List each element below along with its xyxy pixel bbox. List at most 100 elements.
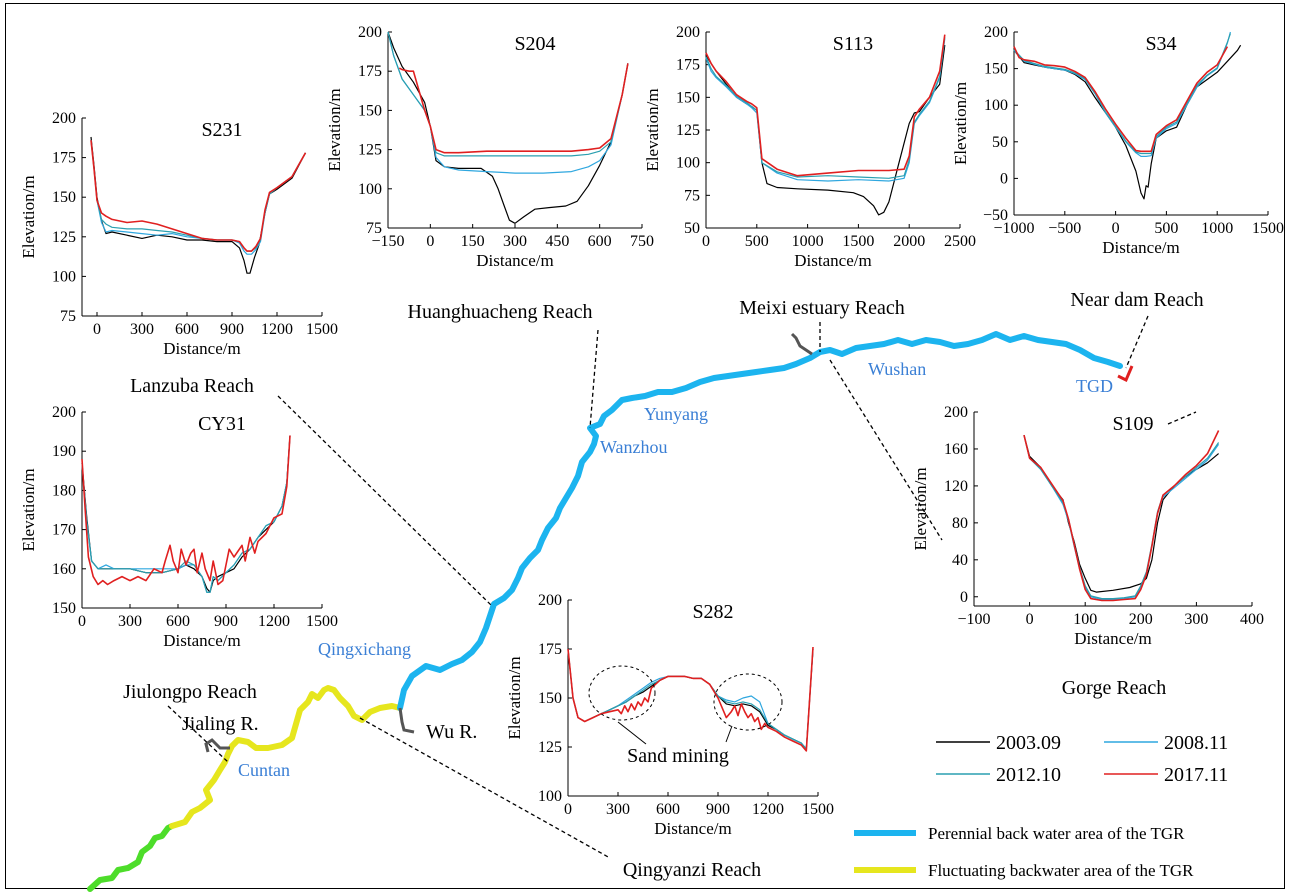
place-tgd: TGD: [1076, 376, 1113, 396]
chart-cy31: 0 300 600 900 1200 1500 150 160 170 180 190 200 CY31…: [19, 404, 338, 650]
series-2012.10: [567, 648, 814, 750]
y-tick-label: 50: [684, 220, 700, 237]
y-tick-label: 150: [676, 89, 700, 106]
series-2012.10: [387, 31, 629, 157]
tributary-jialing: [204, 738, 230, 753]
legend-label: 2008.11: [1164, 732, 1228, 754]
x-tick-label: 0: [564, 801, 572, 818]
x-tick-label: 900: [706, 801, 730, 818]
x-axis-label: Distance/m: [476, 251, 553, 270]
x-tick-label: 300: [606, 801, 630, 818]
x-tick-label: 300: [130, 321, 154, 338]
river-fluctuating-segment: [169, 685, 403, 829]
y-tick-label: 150: [52, 189, 76, 206]
legend-area-perennial: Perennial back water area of the TGR: [854, 824, 1185, 843]
reach-jiulongpo: Jiulongpo Reach: [123, 681, 257, 703]
series-2017.11: [567, 646, 814, 752]
y-tick-label: 190: [52, 443, 76, 460]
chart-title: S109: [1112, 413, 1153, 435]
y-tick-label: 75: [60, 308, 76, 325]
sand-mining-circle-left: [588, 665, 656, 721]
series-2008.11: [567, 648, 814, 750]
sand-mining-annotation: Sand mining: [588, 665, 783, 767]
legend-area-label: Perennial back water area of the TGR: [928, 824, 1185, 843]
chart-title: S231: [201, 119, 242, 141]
place-jialing: Jialing R.: [182, 713, 259, 735]
x-tick-label: 900: [214, 613, 238, 630]
y-tick-label: −50: [983, 207, 1008, 224]
x-tick-label: 450: [545, 233, 569, 250]
y-tick-label: 120: [944, 478, 968, 495]
y-tick-label: 150: [52, 600, 76, 617]
chart-title: S34: [1145, 33, 1176, 55]
x-tick-label: 500: [745, 233, 769, 250]
x-axis-label: Distance/m: [794, 251, 871, 270]
leader-gorge: [829, 359, 943, 541]
x-tick-label: 750: [630, 233, 654, 250]
y-axis-label: Elevation/m: [951, 82, 970, 165]
reach-qingyanzi: Qingyanzi Reach: [623, 859, 761, 881]
x-tick-label: −150: [371, 233, 404, 250]
place-wu: Wu R.: [426, 721, 477, 743]
y-axis-label: Elevation/m: [19, 468, 38, 551]
river-perennial-segment: [397, 331, 1123, 711]
y-tick-label: 150: [984, 61, 1008, 78]
chart-title: CY31: [198, 413, 246, 435]
x-tick-label: 1200: [752, 801, 784, 818]
x-tick-label: 400: [1240, 611, 1264, 628]
y-tick-label: 100: [358, 181, 382, 198]
x-tick-label: 1500: [306, 613, 338, 630]
x-tick-label: 600: [175, 321, 199, 338]
x-axis-label: Distance/m: [163, 631, 240, 650]
x-tick-label: 1500: [1252, 220, 1284, 237]
leader-gorge-tail: [1167, 411, 1197, 425]
x-tick-label: −500: [1048, 220, 1081, 237]
x-tick-label: 1200: [261, 321, 293, 338]
reach-lanzuba: Lanzuba Reach: [130, 375, 254, 397]
legend-label: 2003.09: [996, 732, 1061, 754]
y-axis-label: Elevation/m: [911, 467, 930, 550]
y-tick-label: 100: [52, 268, 76, 285]
y-tick-label: 180: [52, 482, 76, 499]
legend-year-2003: 2003.09: [936, 732, 1061, 754]
legend-year-2017: 2017.11: [1104, 764, 1228, 786]
series-2017.11: [1013, 46, 1229, 153]
series-2012.10: [1023, 434, 1220, 600]
y-tick-label: 175: [52, 150, 76, 167]
y-tick-label: 170: [52, 522, 76, 539]
x-tick-label: 1500: [842, 233, 874, 250]
tributary-wu: [398, 707, 415, 734]
y-tick-label: 200: [538, 592, 562, 609]
series-2003.09: [705, 45, 946, 216]
y-tick-label: 125: [358, 142, 382, 159]
x-tick-label: 0: [702, 233, 710, 250]
series-2003.09: [90, 136, 307, 274]
y-tick-label: 200: [358, 24, 382, 41]
y-tick-label: 150: [538, 690, 562, 707]
sand-mining-circle-right: [713, 673, 783, 731]
x-tick-label: 1200: [258, 613, 290, 630]
leader-huanghuacheng: [589, 329, 599, 429]
chart-s231: 0 300 600 900 1200 1500 75 100 125 150 175 200 S231 D…: [19, 110, 338, 358]
legend-label: 2012.10: [996, 764, 1061, 786]
legend-area-label: Fluctuating backwater area of the TGR: [928, 861, 1194, 880]
legend: 2003.09 2008.11 2012.10 2017.11 Perennia…: [854, 732, 1228, 880]
chart-s204: −150 0 150 300 450 600 750 75 100 125 150 175 200 S20…: [325, 24, 654, 270]
place-wushan: Wushan: [868, 359, 926, 379]
y-tick-label: 200: [984, 24, 1008, 41]
y-tick-label: 50: [992, 134, 1008, 151]
chart-s34: −1000 −500 0 500 1000 1500−50050100150200S34D…: [951, 24, 1284, 257]
y-tick-label: 125: [538, 739, 562, 756]
reach-labels: Huanghuacheng Reach Meixi estuary Reach …: [123, 289, 1204, 881]
chart-s109: −100 0 100 200 300 400 0 40 80 120 160 200 S109 Dista…: [911, 404, 1264, 648]
x-tick-label: 2000: [893, 233, 925, 250]
x-tick-label: 500: [1154, 220, 1178, 237]
x-tick-label: 0: [426, 233, 434, 250]
chart-title: S204: [514, 33, 555, 55]
y-tick-label: 0: [1000, 170, 1008, 187]
legend-year-2012: 2012.10: [936, 764, 1061, 786]
y-tick-label: 100: [676, 155, 700, 172]
y-tick-label: 175: [676, 57, 700, 74]
y-tick-label: 125: [676, 122, 700, 139]
series-2008.11: [705, 38, 946, 182]
